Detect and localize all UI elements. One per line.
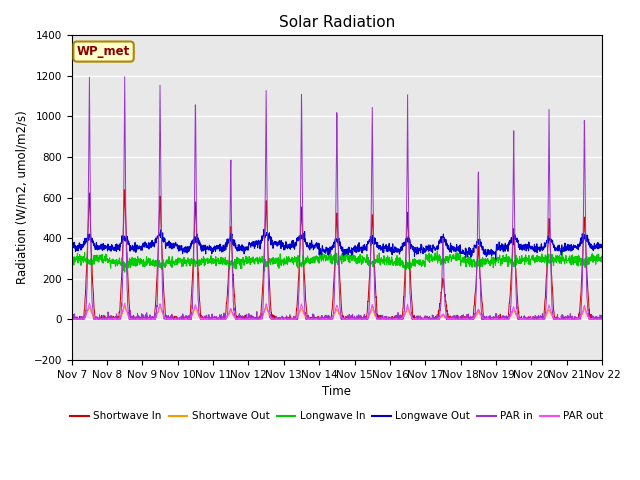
PAR out: [95, 316, 102, 322]
Line: Shortwave Out: Shortwave Out: [72, 306, 602, 319]
PAR in: [326, 314, 333, 320]
PAR out: [583, 310, 591, 315]
Shortwave Out: [326, 316, 333, 322]
Shortwave In: [326, 316, 334, 322]
Shortwave Out: [583, 311, 591, 317]
PAR out: [326, 316, 333, 322]
Shortwave Out: [583, 311, 591, 317]
PAR in: [95, 316, 102, 322]
Shortwave Out: [598, 316, 606, 322]
X-axis label: Time: Time: [323, 385, 351, 398]
PAR in: [583, 295, 591, 301]
Longwave In: [326, 255, 333, 261]
Shortwave In: [68, 316, 76, 322]
Shortwave In: [584, 276, 591, 282]
Longwave In: [598, 260, 606, 265]
Shortwave In: [121, 187, 129, 192]
Longwave In: [584, 256, 591, 262]
PAR in: [486, 316, 493, 322]
Longwave Out: [312, 243, 319, 249]
Shortwave Out: [312, 316, 319, 322]
Shortwave In: [312, 316, 320, 322]
Longwave In: [433, 248, 441, 254]
Longwave Out: [598, 245, 606, 251]
Line: PAR in: PAR in: [72, 77, 602, 319]
PAR in: [68, 316, 76, 322]
Shortwave In: [598, 316, 606, 322]
Line: Longwave In: Longwave In: [72, 251, 602, 272]
PAR out: [121, 300, 129, 306]
Longwave Out: [486, 249, 493, 254]
Title: Solar Radiation: Solar Radiation: [279, 15, 395, 30]
PAR out: [312, 316, 319, 322]
Shortwave In: [68, 315, 76, 321]
Longwave In: [121, 269, 129, 275]
Longwave In: [68, 252, 76, 257]
Line: PAR out: PAR out: [72, 303, 602, 319]
PAR out: [68, 316, 76, 322]
Longwave Out: [326, 251, 333, 257]
Y-axis label: Radiation (W/m2, umol/m2/s): Radiation (W/m2, umol/m2/s): [15, 111, 28, 285]
Text: WP_met: WP_met: [77, 45, 130, 58]
Line: Shortwave In: Shortwave In: [72, 190, 602, 319]
Shortwave Out: [95, 316, 102, 322]
PAR in: [312, 315, 319, 321]
Shortwave In: [95, 316, 103, 322]
PAR out: [598, 316, 606, 322]
Longwave Out: [68, 242, 76, 248]
Longwave Out: [95, 247, 102, 252]
Shortwave Out: [486, 316, 493, 322]
Line: Longwave Out: Longwave Out: [72, 229, 602, 260]
Shortwave In: [486, 316, 493, 322]
Longwave Out: [492, 257, 500, 263]
Shortwave Out: [68, 316, 76, 322]
Longwave In: [583, 262, 591, 267]
PAR out: [583, 312, 591, 317]
PAR in: [598, 316, 606, 322]
Shortwave In: [583, 270, 591, 276]
Longwave Out: [584, 237, 591, 242]
Longwave Out: [260, 227, 268, 232]
PAR out: [486, 316, 493, 322]
Shortwave Out: [121, 303, 129, 309]
Legend: Shortwave In, Shortwave Out, Longwave In, Longwave Out, PAR in, PAR out: Shortwave In, Shortwave Out, Longwave In…: [66, 407, 608, 426]
Longwave In: [486, 261, 493, 266]
Longwave Out: [583, 232, 591, 238]
Longwave In: [95, 259, 102, 265]
PAR in: [583, 287, 591, 292]
PAR in: [121, 74, 129, 80]
Longwave In: [312, 254, 319, 260]
